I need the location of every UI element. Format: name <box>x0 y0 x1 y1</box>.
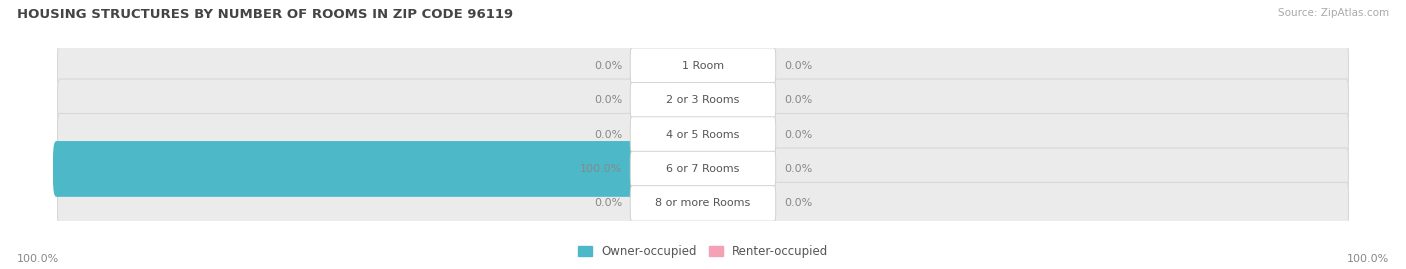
FancyBboxPatch shape <box>58 45 1348 87</box>
Text: Source: ZipAtlas.com: Source: ZipAtlas.com <box>1278 8 1389 18</box>
Text: 0.0%: 0.0% <box>593 95 621 105</box>
FancyBboxPatch shape <box>630 117 776 152</box>
FancyBboxPatch shape <box>630 82 776 118</box>
Text: 6 or 7 Rooms: 6 or 7 Rooms <box>666 164 740 174</box>
FancyBboxPatch shape <box>630 48 776 83</box>
FancyBboxPatch shape <box>630 186 776 221</box>
Text: 0.0%: 0.0% <box>593 61 621 71</box>
Text: 100.0%: 100.0% <box>1347 254 1389 264</box>
Text: 8 or more Rooms: 8 or more Rooms <box>655 198 751 208</box>
FancyBboxPatch shape <box>630 151 776 187</box>
Text: 0.0%: 0.0% <box>785 95 813 105</box>
Text: 0.0%: 0.0% <box>593 129 621 140</box>
Legend: Owner-occupied, Renter-occupied: Owner-occupied, Renter-occupied <box>572 240 834 263</box>
FancyBboxPatch shape <box>58 148 1348 190</box>
FancyBboxPatch shape <box>53 141 706 197</box>
FancyBboxPatch shape <box>58 114 1348 155</box>
FancyBboxPatch shape <box>58 182 1348 224</box>
Text: 100.0%: 100.0% <box>17 254 59 264</box>
Text: 0.0%: 0.0% <box>593 198 621 208</box>
Text: HOUSING STRUCTURES BY NUMBER OF ROOMS IN ZIP CODE 96119: HOUSING STRUCTURES BY NUMBER OF ROOMS IN… <box>17 8 513 21</box>
FancyBboxPatch shape <box>58 79 1348 121</box>
Text: 0.0%: 0.0% <box>785 61 813 71</box>
Text: 1 Room: 1 Room <box>682 61 724 71</box>
Text: 100.0%: 100.0% <box>579 164 621 174</box>
Text: 2 or 3 Rooms: 2 or 3 Rooms <box>666 95 740 105</box>
Text: 0.0%: 0.0% <box>785 129 813 140</box>
Text: 4 or 5 Rooms: 4 or 5 Rooms <box>666 129 740 140</box>
Text: 0.0%: 0.0% <box>785 198 813 208</box>
Text: 0.0%: 0.0% <box>785 164 813 174</box>
